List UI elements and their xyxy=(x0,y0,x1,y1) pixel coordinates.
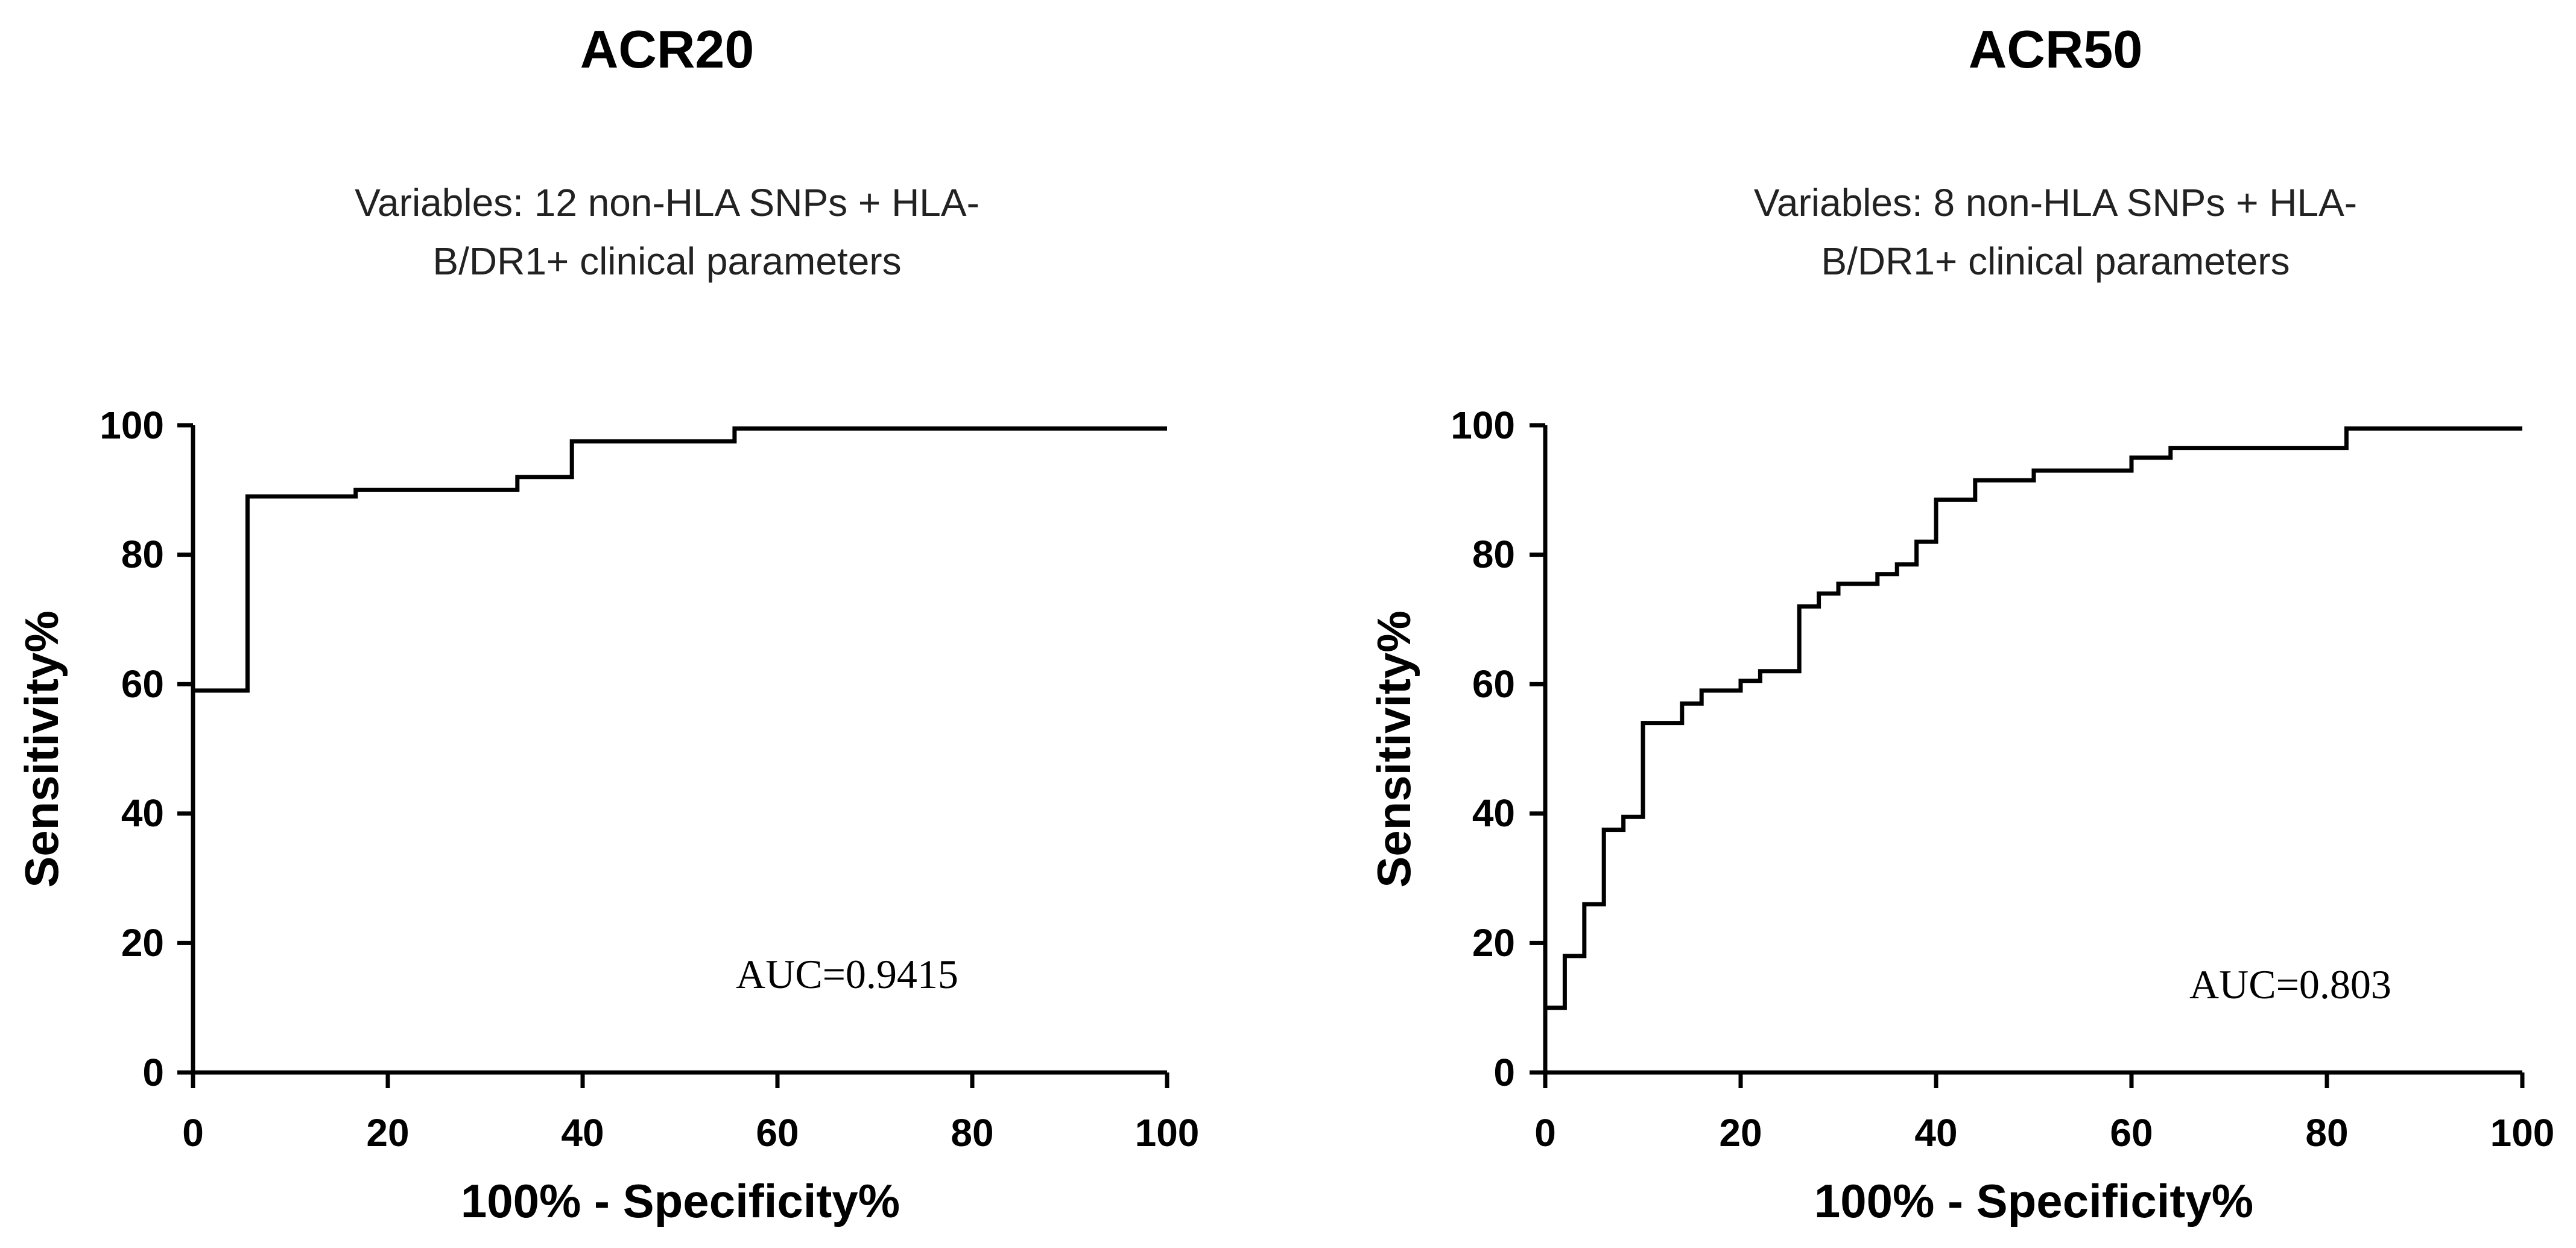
x-tick-label: 60 xyxy=(2110,1111,2153,1155)
x-tick-label: 0 xyxy=(1534,1111,1556,1155)
y-tick-label: 0 xyxy=(142,1051,164,1094)
y-tick-labels: 0 20 40 60 80 100 xyxy=(1451,404,1515,1094)
y-tick-label: 60 xyxy=(1472,662,1515,706)
chart-subtitle-line-2: B/DR1+ clinical parameters xyxy=(1821,239,2290,283)
x-tick-label: 80 xyxy=(951,1111,993,1155)
auc-annotation: AUC=0.803 xyxy=(2189,961,2391,1007)
axes xyxy=(1530,423,2525,1088)
chart-subtitle-line-2: B/DR1+ clinical parameters xyxy=(432,239,901,283)
y-tick-label: 60 xyxy=(121,662,164,706)
panel-acr20: ACR20 Variables: 12 non-HLA SNPs + HLA- … xyxy=(15,19,1199,1227)
roc-curve xyxy=(1545,426,2522,1010)
panel-acr50: ACR50 Variables: 8 non-HLA SNPs + HLA- B… xyxy=(1367,19,2554,1227)
y-axis-title: Sensitivity% xyxy=(15,610,68,888)
x-tick-labels: 0 20 40 60 80 100 xyxy=(182,1111,1199,1155)
x-tick-label: 100 xyxy=(1135,1111,1200,1155)
x-tick-label: 60 xyxy=(756,1111,799,1155)
chart-title: ACR50 xyxy=(1969,19,2143,79)
x-tick-label: 40 xyxy=(1914,1111,1957,1155)
chart-subtitle-line-1: Variables: 12 non-HLA SNPs + HLA- xyxy=(355,181,979,224)
x-tick-label: 20 xyxy=(1719,1111,1762,1155)
x-axis-title: 100% - Specificity% xyxy=(461,1174,900,1227)
chart-title: ACR20 xyxy=(580,19,755,79)
y-tick-label: 100 xyxy=(1451,404,1515,447)
x-tick-label: 80 xyxy=(2305,1111,2348,1155)
y-tick-label: 40 xyxy=(1472,791,1515,835)
auc-annotation: AUC=0.9415 xyxy=(736,951,958,997)
y-axis-title: Sensitivity% xyxy=(1367,610,1420,888)
x-tick-labels: 0 20 40 60 80 100 xyxy=(1534,1111,2554,1155)
y-tick-label: 80 xyxy=(1472,533,1515,576)
x-tick-label: 40 xyxy=(561,1111,604,1155)
x-tick-label: 100 xyxy=(2490,1111,2555,1155)
y-tick-label: 20 xyxy=(121,921,164,965)
x-tick-label: 20 xyxy=(366,1111,409,1155)
roc-curve xyxy=(193,426,1167,693)
y-tick-label: 80 xyxy=(121,533,164,576)
x-axis-title: 100% - Specificity% xyxy=(1814,1174,2253,1227)
x-tick-label: 0 xyxy=(182,1111,204,1155)
y-tick-labels: 0 20 40 60 80 100 xyxy=(100,404,164,1094)
y-tick-label: 20 xyxy=(1472,921,1515,965)
y-tick-label: 0 xyxy=(1493,1051,1515,1094)
y-tick-label: 100 xyxy=(100,404,164,447)
axes xyxy=(177,423,1169,1088)
chart-subtitle-line-1: Variables: 8 non-HLA SNPs + HLA- xyxy=(1754,181,2357,224)
y-tick-label: 40 xyxy=(121,791,164,835)
